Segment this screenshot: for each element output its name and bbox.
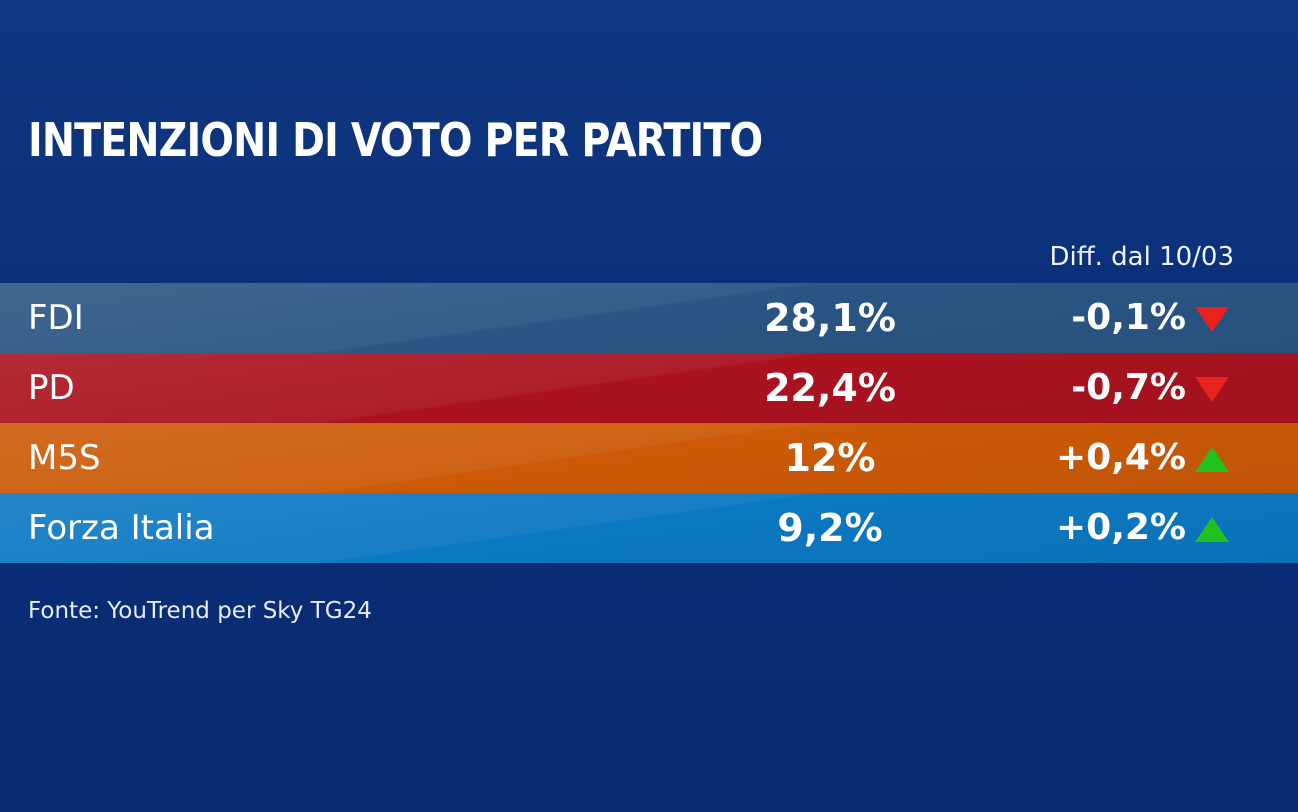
table-row: PD 22,4% -0,7% [0, 353, 1298, 423]
triangle-up-icon [1195, 517, 1229, 542]
vote-share-value: 22,4% [764, 366, 896, 410]
chart-title: INTENZIONI DI VOTO PER PARTITO [28, 113, 763, 167]
party-label: FDI [28, 298, 84, 338]
triangle-down-icon [1195, 377, 1229, 402]
vote-share-value: 9,2% [777, 506, 883, 550]
diff-column-header: Diff. dal 10/03 [1049, 242, 1234, 272]
vote-share-value: 28,1% [764, 296, 896, 340]
vote-share-value: 12% [784, 436, 876, 480]
party-label: M5S [28, 438, 101, 478]
diff-value: -0,1% [1071, 297, 1186, 338]
source-note: Fonte: YouTrend per Sky TG24 [28, 598, 372, 624]
triangle-up-icon [1195, 447, 1229, 472]
party-label: PD [28, 368, 75, 408]
triangle-down-icon [1195, 307, 1229, 332]
poll-table: FDI 28,1% -0,1% PD 22,4% -0,7% M5S 12% +0,4% Forz… [0, 283, 1298, 563]
table-row: M5S 12% +0,4% [0, 423, 1298, 493]
diff-value: -0,7% [1071, 367, 1186, 408]
party-label: Forza Italia [28, 508, 215, 548]
diff-value: +0,4% [1055, 437, 1186, 478]
table-row: FDI 28,1% -0,1% [0, 283, 1298, 353]
table-row: Forza Italia 9,2% +0,2% [0, 493, 1298, 563]
diff-value: +0,2% [1055, 507, 1186, 548]
